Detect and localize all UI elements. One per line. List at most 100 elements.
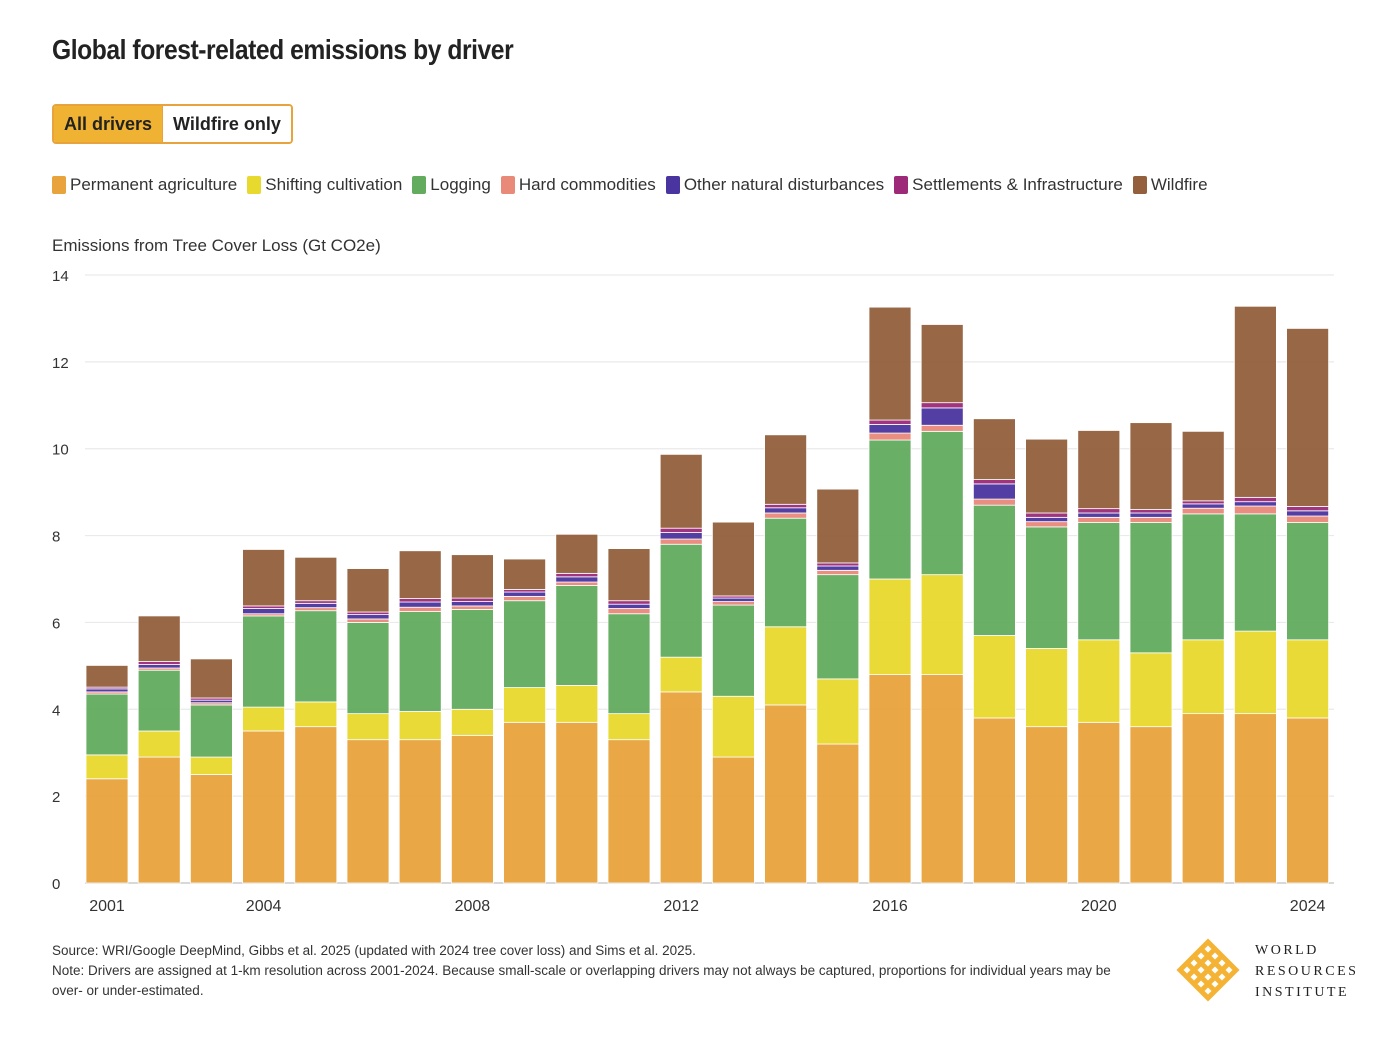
bar-segment <box>1025 512 1068 518</box>
bar-segment <box>398 606 442 612</box>
bar-segment <box>868 423 912 434</box>
legend-swatch <box>894 176 909 194</box>
bar-segment <box>503 721 547 884</box>
bar-segment <box>1025 526 1068 649</box>
legend-item[interactable]: Permanent agriculture <box>52 175 237 195</box>
bar-segment <box>973 483 1016 500</box>
bar-segment <box>503 687 547 723</box>
bar-segment <box>920 674 964 884</box>
bar-segment <box>1129 422 1173 510</box>
legend-label: Settlements & Infrastructure <box>912 175 1123 194</box>
bar-segment <box>555 685 599 723</box>
bar-segment <box>868 419 912 425</box>
x-tick-label: 2008 <box>455 898 491 915</box>
bar-segment <box>503 600 547 688</box>
bar-segment <box>868 439 912 580</box>
bar-segment <box>1234 496 1277 503</box>
bar-segment <box>1025 438 1068 514</box>
bar-segment <box>1077 512 1121 518</box>
bar-segment <box>973 635 1016 719</box>
bar-segment <box>1077 516 1121 523</box>
bar-segment <box>764 512 807 519</box>
bar-segment <box>1286 515 1329 523</box>
bar-segment <box>189 756 233 775</box>
bar-segment <box>555 576 599 583</box>
legend-swatch <box>1132 176 1147 194</box>
bar-segment <box>920 424 964 432</box>
logo-line: RESOURCES <box>1255 964 1359 979</box>
bar-segment <box>920 430 964 576</box>
bar-segment <box>294 726 338 884</box>
bar-segment <box>920 324 964 404</box>
legend-swatch <box>247 176 262 194</box>
bar-segment <box>503 591 547 597</box>
bar-segment <box>1286 510 1329 517</box>
bar-segment <box>1077 508 1121 514</box>
wri-knot-logo-icon <box>1176 938 1240 1002</box>
bar-segment <box>137 615 181 662</box>
logo-line: INSTITUTE <box>1255 985 1350 1000</box>
legend-item[interactable]: Shifting cultivation <box>247 175 402 195</box>
bar-segment <box>659 543 703 658</box>
bar-segment <box>398 550 442 599</box>
bar-segment <box>868 432 912 441</box>
bar-segment <box>1077 639 1121 723</box>
legend-label: Wildfire <box>1150 175 1208 194</box>
legend-item[interactable]: Logging <box>412 175 491 195</box>
bar-segment <box>1234 630 1277 715</box>
method-note: Note: Drivers are assigned at 1-km resol… <box>52 963 1111 998</box>
y-tick-label: 0 <box>52 876 60 893</box>
bar-segment <box>294 602 338 609</box>
bar-segment <box>398 711 442 741</box>
bar-segment <box>1286 717 1329 884</box>
bar-segment <box>1025 648 1068 728</box>
x-tick-label: 2001 <box>89 898 125 915</box>
bar-segment <box>1181 713 1225 884</box>
bar-segment <box>137 669 181 732</box>
legend-item[interactable]: Other natural disturbances <box>665 175 884 195</box>
driver-toggle[interactable]: All drivers Wildfire only <box>52 104 293 144</box>
bar-segment <box>294 701 338 728</box>
bar-segment <box>764 434 807 505</box>
bar-segment <box>1025 516 1068 523</box>
bar-segment <box>1129 522 1173 654</box>
bar-segment <box>712 604 755 697</box>
wri-logo-text: WORLD RESOURCES INSTITUTE <box>1255 940 1358 1003</box>
bar-segment <box>346 713 390 741</box>
legend: Permanent agriculture Shifting cultivatio… <box>52 175 1208 195</box>
bar-segment <box>398 598 442 603</box>
bar-segment <box>189 774 233 884</box>
bar-segment <box>1286 328 1329 507</box>
bar-segment <box>1129 509 1173 514</box>
y-tick-label: 4 <box>52 702 60 719</box>
bar-segment <box>555 581 599 586</box>
bar-segment <box>1129 512 1173 518</box>
bar-segment <box>816 562 860 567</box>
bar-segment <box>242 615 286 708</box>
bar-segment <box>764 704 807 884</box>
bar-segment <box>137 756 181 884</box>
bar-segment <box>346 614 390 620</box>
toggle-wildfire-only[interactable]: Wildfire only <box>162 106 291 142</box>
legend-item[interactable]: Settlements & Infrastructure <box>894 175 1123 195</box>
bar-segment <box>1129 516 1173 523</box>
legend-item[interactable]: Hard commodities <box>500 175 656 195</box>
bar-segment <box>607 600 651 605</box>
bar-segment <box>607 603 651 609</box>
bar-segment <box>973 418 1016 480</box>
x-tick-label: 2012 <box>663 898 699 915</box>
bar-segment <box>607 608 651 615</box>
bar-segment <box>607 713 651 741</box>
bar-segment <box>712 597 755 602</box>
bar-segment <box>189 658 233 699</box>
bar-segment <box>346 618 390 623</box>
bar-segment <box>242 730 286 884</box>
bar-segment <box>816 743 860 884</box>
toggle-all-drivers[interactable]: All drivers <box>54 106 163 142</box>
bar-segment <box>920 407 964 426</box>
bar-segment <box>137 730 181 758</box>
bar-segment <box>607 613 651 715</box>
legend-item[interactable]: Wildfire <box>1132 175 1208 195</box>
bar-segment <box>973 717 1016 884</box>
bar-segment <box>1234 513 1277 632</box>
